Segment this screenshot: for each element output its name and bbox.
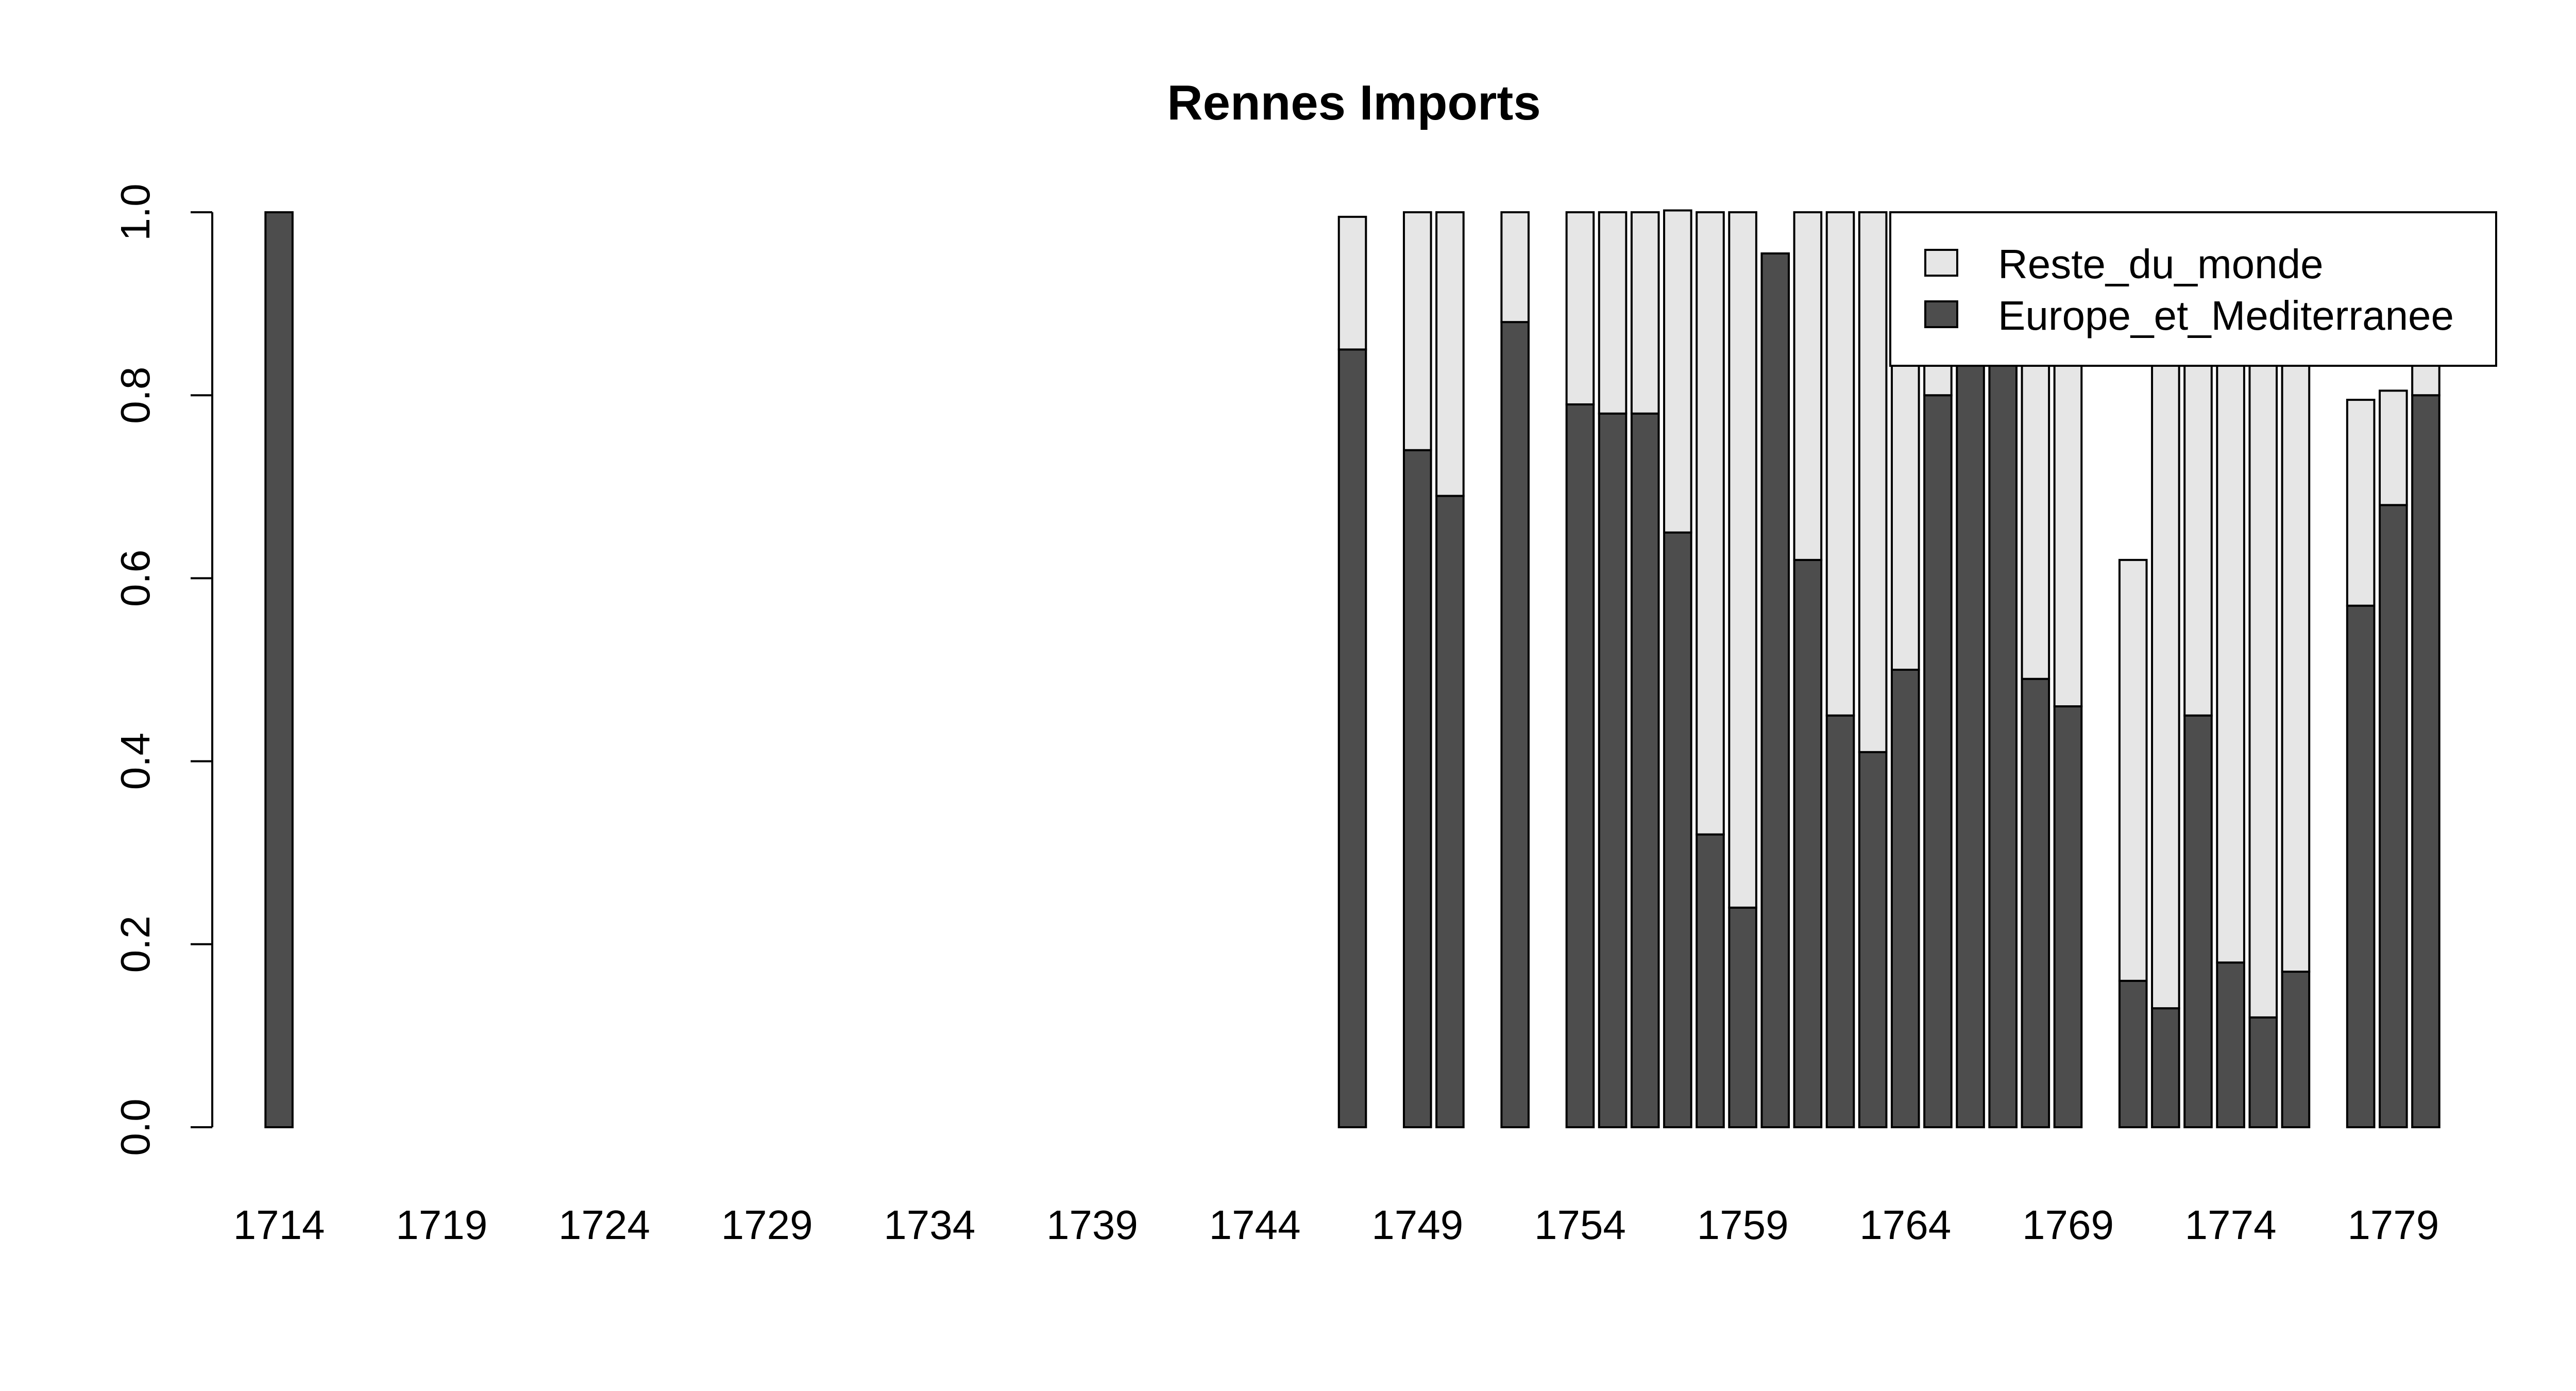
x-tick-label: 1754 — [1534, 1202, 1626, 1248]
bar-europe-et-mediterranee — [1923, 394, 1953, 1129]
x-tick-label: 1729 — [721, 1202, 813, 1248]
bar-reste-du-monde — [2379, 389, 2408, 506]
y-tick-label: 0.0 — [112, 1098, 158, 1156]
bar-europe-et-mediterranee — [1500, 321, 1530, 1128]
legend-swatch-reste-du-monde — [1924, 249, 1958, 277]
x-tick-label: 1734 — [884, 1202, 975, 1248]
legend-label-europe-et-mediterranee: Europe_et_Mediterranee — [1998, 293, 2454, 338]
bar-europe-et-mediterranee — [2248, 1016, 2278, 1128]
bar-reste-du-monde — [1565, 211, 1595, 405]
bar-europe-et-mediterranee — [1988, 302, 2018, 1128]
x-tick-label: 1759 — [1697, 1202, 1789, 1248]
bar-europe-et-mediterranee — [2021, 677, 2050, 1128]
bar-europe-et-mediterranee — [1663, 531, 1692, 1128]
legend: Reste_du_monde Europe_et_Mediterranee — [1889, 211, 2497, 367]
bar-europe-et-mediterranee — [1728, 906, 1757, 1128]
x-tick-label: 1764 — [1859, 1202, 1951, 1248]
bar-europe-et-mediterranee — [2053, 705, 2083, 1129]
chart-title: Rennes Imports — [1167, 75, 1540, 130]
bar-europe-et-mediterranee — [2346, 604, 2376, 1129]
bar-reste-du-monde — [1696, 211, 1725, 836]
x-tick-label: 1774 — [2185, 1202, 2277, 1248]
bar-europe-et-mediterranee — [2281, 971, 2311, 1128]
bar-europe-et-mediterranee — [1565, 403, 1595, 1129]
bar-reste-du-monde — [1858, 211, 1888, 753]
x-tick-label: 1779 — [2347, 1202, 2439, 1248]
bar-reste-du-monde — [2346, 399, 2376, 607]
legend-label-reste-du-monde: Reste_du_monde — [1998, 241, 2324, 287]
y-tick-label: 0.2 — [112, 915, 158, 973]
x-axis-labels: 1714 1719 1724 1729 1734 1739 1744 1749 1754 1759… — [233, 1202, 2439, 1248]
y-tick-label: 0.6 — [112, 550, 158, 607]
bar-europe-et-mediterranee — [2216, 961, 2245, 1128]
y-tick-label: 1.0 — [112, 183, 158, 241]
bar-europe-et-mediterranee — [2118, 979, 2148, 1128]
bar-europe-et-mediterranee — [2151, 1007, 2180, 1128]
x-tick-label: 1724 — [558, 1202, 650, 1248]
bar-europe-et-mediterranee — [1696, 833, 1725, 1129]
bar-europe-et-mediterranee — [1858, 751, 1888, 1128]
bar-reste-du-monde — [1435, 211, 1465, 497]
bar-europe-et-mediterranee — [1630, 412, 1660, 1128]
bar-europe-et-mediterranee — [1402, 449, 1432, 1128]
bar-europe-et-mediterranee — [1825, 714, 1855, 1129]
bar-europe-et-mediterranee — [1890, 669, 1920, 1128]
bar-europe-et-mediterranee — [264, 211, 294, 1128]
bar-reste-du-monde — [1793, 211, 1823, 561]
x-tick-label: 1714 — [233, 1202, 325, 1248]
x-tick-label: 1769 — [2022, 1202, 2114, 1248]
bar-europe-et-mediterranee — [1956, 302, 1985, 1128]
bar-europe-et-mediterranee — [2379, 504, 2408, 1129]
bar-reste-du-monde — [1728, 211, 1757, 909]
bar-europe-et-mediterranee — [2183, 714, 2213, 1129]
bar-europe-et-mediterranee — [2411, 394, 2441, 1129]
bar-europe-et-mediterranee — [1760, 252, 1790, 1128]
bar-europe-et-mediterranee — [1435, 495, 1465, 1128]
y-tick-label: 0.8 — [112, 367, 158, 424]
legend-swatch-europe-et-mediterranee — [1924, 300, 1958, 328]
x-tick-label: 1749 — [1371, 1202, 1463, 1248]
bar-europe-et-mediterranee — [1598, 412, 1628, 1128]
x-tick-label: 1719 — [396, 1202, 487, 1248]
legend-box — [1889, 211, 2497, 367]
bar-reste-du-monde — [1598, 211, 1628, 415]
bar-reste-du-monde — [1630, 211, 1660, 415]
y-axis: 0.0 0.2 0.4 0.6 0.8 1.0 — [112, 183, 213, 1156]
x-tick-label: 1744 — [1209, 1202, 1301, 1248]
bar-reste-du-monde — [2118, 558, 2148, 982]
bar-europe-et-mediterranee — [1793, 558, 1823, 1128]
x-tick-label: 1739 — [1046, 1202, 1138, 1248]
y-tick-label: 0.4 — [112, 733, 158, 790]
bar-reste-du-monde — [1663, 209, 1692, 534]
bar-reste-du-monde — [1337, 215, 1367, 351]
bar-europe-et-mediterranee — [1337, 348, 1367, 1128]
bar-reste-du-monde — [1500, 211, 1530, 324]
bar-reste-du-monde — [1825, 211, 1855, 717]
bar-reste-du-monde — [1402, 211, 1432, 451]
